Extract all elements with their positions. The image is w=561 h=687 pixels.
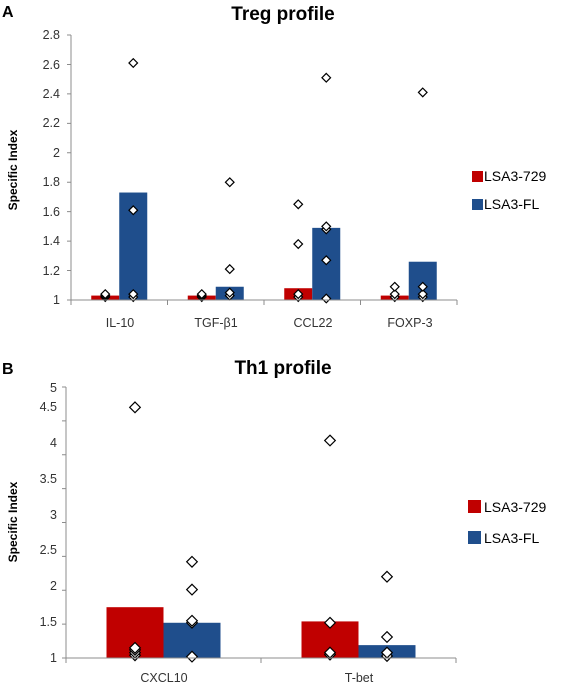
data-point-marker: [128, 57, 139, 69]
legend-label-lsa3-729: LSA3-729: [484, 168, 546, 184]
legend-swatch-lsa3-729: [468, 500, 481, 513]
x-category-label: CXCL10: [140, 671, 187, 685]
y-tick-label: 1.2: [43, 264, 60, 278]
data-point-marker: [185, 650, 199, 663]
y-tick-label: 2.6: [43, 58, 60, 72]
axes-a: [67, 34, 458, 305]
y-tick-label: 4: [50, 436, 57, 450]
legend-label-lsa3-fl: LSA3-FL: [484, 530, 539, 546]
y-tick-label: 5: [50, 381, 57, 395]
y-tick-label: 2.4: [43, 87, 60, 101]
points-b: [128, 401, 394, 663]
data-point-marker: [185, 614, 199, 627]
bars-a: [91, 192, 437, 300]
chart-title-a: Treg profile: [231, 4, 334, 25]
y-tick-label: 4.5: [40, 400, 57, 414]
legend-label-lsa3-729: LSA3-729: [484, 499, 546, 515]
panel-letter-a: A: [2, 4, 14, 21]
legend-label-lsa3-fl: LSA3-FL: [484, 196, 539, 212]
data-point-marker: [417, 288, 428, 300]
data-point-marker: [128, 641, 142, 654]
data-point-marker: [185, 583, 199, 596]
x-category-labels-b: CXCL10 T-bet: [140, 671, 373, 685]
y-tick-label: 1.8: [43, 175, 60, 189]
data-point-marker: [321, 72, 332, 83]
legend-swatch-lsa3-729: [472, 171, 483, 182]
data-point-marker: [196, 288, 207, 300]
x-category-label: T-bet: [345, 671, 374, 685]
data-point-marker: [323, 616, 337, 629]
y-tick-label: 2.8: [43, 28, 60, 42]
y-tick-label: 3: [50, 508, 57, 522]
data-point-marker: [321, 293, 332, 304]
legend-a: LSA3-729 LSA3-FL: [472, 168, 546, 212]
data-point-marker: [224, 177, 235, 188]
points-a: [100, 57, 428, 304]
data-point-marker: [293, 288, 304, 300]
y-tick-label: 1: [53, 293, 60, 307]
y-axis-label-a: Specific Index: [6, 129, 20, 210]
x-category-label: TGF-β1: [194, 316, 237, 330]
y-tick-label: 1.6: [43, 205, 60, 219]
data-point-marker: [321, 221, 332, 232]
data-point-marker: [380, 630, 394, 644]
y-tick-label: 1: [50, 651, 57, 665]
y-tick-label: 2: [53, 146, 60, 160]
x-category-label: CCL22: [294, 316, 333, 330]
panel-a: A Treg profile Specific Index 1 1.2 1.4 …: [2, 4, 546, 330]
bars-b: [106, 607, 416, 658]
data-point-marker: [224, 263, 235, 275]
data-point-marker: [224, 287, 235, 298]
y-tick-labels-a: 1 1.2 1.4 1.6 1.8 2 2.2 2.4 2.6 2.8: [43, 28, 60, 307]
data-point-marker: [293, 238, 304, 250]
chart-title-b: Th1 profile: [234, 358, 331, 379]
data-point-marker: [389, 281, 400, 292]
legend-swatch-lsa3-fl: [472, 199, 483, 210]
data-point-marker: [389, 288, 400, 300]
data-point-marker: [293, 199, 304, 210]
axes-b: [62, 386, 457, 663]
y-tick-label: 3.5: [40, 472, 57, 486]
data-point-marker: [185, 555, 199, 568]
x-category-label: FOXP-3: [387, 316, 432, 330]
data-point-marker: [417, 281, 428, 292]
data-point-marker: [128, 205, 139, 216]
data-point-marker: [321, 255, 332, 266]
data-point-marker: [417, 87, 428, 98]
data-point-marker: [100, 288, 111, 300]
y-tick-labels-b: 1 1.5 2 2.5 3 3.5 4 4.5 5: [40, 381, 57, 665]
y-tick-label: 2.5: [40, 543, 57, 557]
y-tick-label: 2: [50, 579, 57, 593]
x-category-label: IL-10: [106, 316, 135, 330]
y-axis-label-b: Specific Index: [6, 481, 20, 562]
legend-b: LSA3-729 LSA3-FL: [468, 499, 546, 546]
panel-b: B Th1 profile Specific Index 1 1.5 2 2.5…: [2, 358, 546, 685]
y-tick-label: 1.5: [40, 615, 57, 629]
x-category-labels-a: IL-10 TGF-β1 CCL22 FOXP-3: [106, 316, 433, 330]
data-point-marker: [128, 288, 139, 300]
data-point-marker: [380, 570, 394, 583]
panel-letter-b: B: [2, 361, 14, 378]
y-tick-label: 2.2: [43, 116, 60, 130]
y-tick-label: 1.4: [43, 234, 60, 248]
data-point-marker: [323, 434, 337, 447]
legend-swatch-lsa3-fl: [468, 531, 481, 544]
data-point-marker: [128, 401, 142, 414]
